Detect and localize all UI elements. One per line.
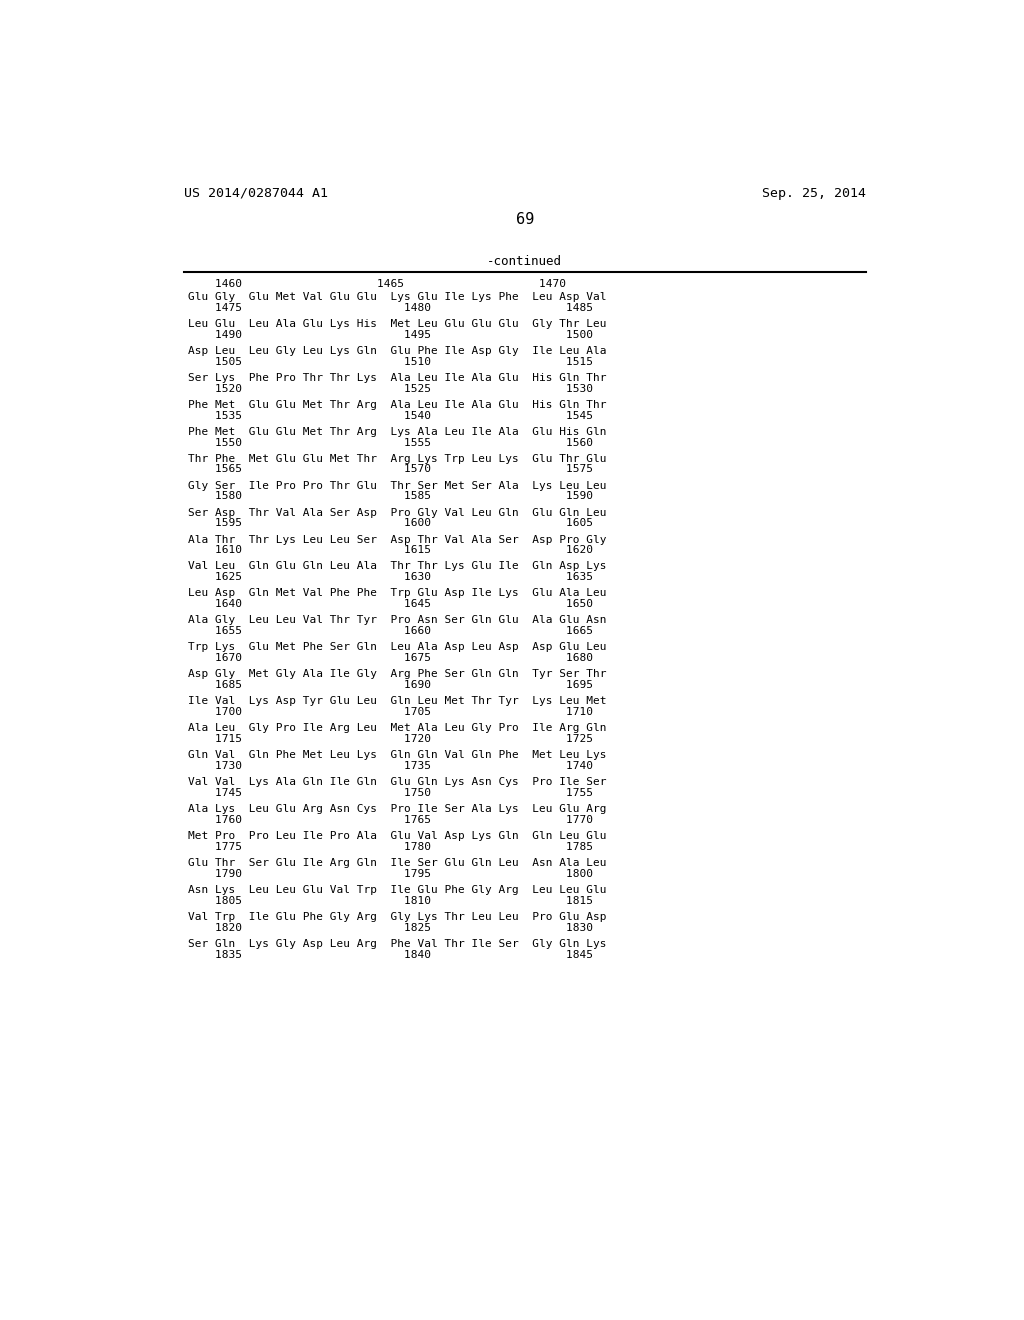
Text: Leu Glu  Leu Ala Glu Lys His  Met Leu Glu Glu Glu  Gly Thr Leu: Leu Glu Leu Ala Glu Lys His Met Leu Glu …	[188, 319, 607, 329]
Text: Ala Leu  Gly Pro Ile Arg Leu  Met Ala Leu Gly Pro  Ile Arg Gln: Ala Leu Gly Pro Ile Arg Leu Met Ala Leu …	[188, 723, 607, 733]
Text: US 2014/0287044 A1: US 2014/0287044 A1	[183, 187, 328, 199]
Text: Sep. 25, 2014: Sep. 25, 2014	[762, 187, 866, 199]
Text: 1745                        1750                    1755: 1745 1750 1755	[188, 788, 594, 797]
Text: 1760                        1765                    1770: 1760 1765 1770	[188, 814, 594, 825]
Text: 1535                        1540                    1545: 1535 1540 1545	[188, 411, 594, 421]
Text: 1775                        1780                    1785: 1775 1780 1785	[188, 842, 594, 851]
Text: 1550                        1555                    1560: 1550 1555 1560	[188, 437, 594, 447]
Text: Val Trp  Ile Glu Phe Gly Arg  Gly Lys Thr Leu Leu  Pro Glu Asp: Val Trp Ile Glu Phe Gly Arg Gly Lys Thr …	[188, 912, 607, 921]
Text: Ala Thr  Thr Lys Leu Leu Ser  Asp Thr Val Ala Ser  Asp Pro Gly: Ala Thr Thr Lys Leu Leu Ser Asp Thr Val …	[188, 535, 607, 545]
Text: Ser Lys  Phe Pro Thr Thr Lys  Ala Leu Ile Ala Glu  His Gln Thr: Ser Lys Phe Pro Thr Thr Lys Ala Leu Ile …	[188, 372, 607, 383]
Text: Trp Lys  Glu Met Phe Ser Gln  Leu Ala Asp Leu Asp  Asp Glu Leu: Trp Lys Glu Met Phe Ser Gln Leu Ala Asp …	[188, 643, 607, 652]
Text: Asp Leu  Leu Gly Leu Lys Gln  Glu Phe Ile Asp Gly  Ile Leu Ala: Asp Leu Leu Gly Leu Lys Gln Glu Phe Ile …	[188, 346, 607, 356]
Text: 1460                    1465                    1470: 1460 1465 1470	[188, 280, 566, 289]
Text: 1625                        1630                    1635: 1625 1630 1635	[188, 573, 594, 582]
Text: 1700                        1705                    1710: 1700 1705 1710	[188, 708, 594, 717]
Text: Thr Phe  Met Glu Glu Met Thr  Arg Lys Trp Leu Lys  Glu Thr Glu: Thr Phe Met Glu Glu Met Thr Arg Lys Trp …	[188, 454, 607, 463]
Text: 1640                        1645                    1650: 1640 1645 1650	[188, 599, 594, 610]
Text: 1805                        1810                    1815: 1805 1810 1815	[188, 896, 594, 906]
Text: 69: 69	[516, 213, 534, 227]
Text: Gly Ser  Ile Pro Pro Thr Glu  Thr Ser Met Ser Ala  Lys Leu Leu: Gly Ser Ile Pro Pro Thr Glu Thr Ser Met …	[188, 480, 607, 491]
Text: Asp Gly  Met Gly Ala Ile Gly  Arg Phe Ser Gln Gln  Tyr Ser Thr: Asp Gly Met Gly Ala Ile Gly Arg Phe Ser …	[188, 669, 607, 680]
Text: Gln Val  Gln Phe Met Leu Lys  Gln Gln Val Gln Phe  Met Leu Lys: Gln Val Gln Phe Met Leu Lys Gln Gln Val …	[188, 750, 607, 760]
Text: Phe Met  Glu Glu Met Thr Arg  Lys Ala Leu Ile Ala  Glu His Gln: Phe Met Glu Glu Met Thr Arg Lys Ala Leu …	[188, 426, 607, 437]
Text: Ala Gly  Leu Leu Val Thr Tyr  Pro Asn Ser Gln Glu  Ala Glu Asn: Ala Gly Leu Leu Val Thr Tyr Pro Asn Ser …	[188, 615, 607, 626]
Text: Leu Asp  Gln Met Val Phe Phe  Trp Glu Asp Ile Lys  Glu Ala Leu: Leu Asp Gln Met Val Phe Phe Trp Glu Asp …	[188, 589, 607, 598]
Text: 1520                        1525                    1530: 1520 1525 1530	[188, 384, 594, 393]
Text: Ala Lys  Leu Glu Arg Asn Cys  Pro Ile Ser Ala Lys  Leu Glu Arg: Ala Lys Leu Glu Arg Asn Cys Pro Ile Ser …	[188, 804, 607, 814]
Text: Phe Met  Glu Glu Met Thr Arg  Ala Leu Ile Ala Glu  His Gln Thr: Phe Met Glu Glu Met Thr Arg Ala Leu Ile …	[188, 400, 607, 409]
Text: 1610                        1615                    1620: 1610 1615 1620	[188, 545, 594, 556]
Text: Asn Lys  Leu Leu Glu Val Trp  Ile Glu Phe Gly Arg  Leu Leu Glu: Asn Lys Leu Leu Glu Val Trp Ile Glu Phe …	[188, 884, 607, 895]
Text: 1715                        1720                    1725: 1715 1720 1725	[188, 734, 594, 744]
Text: 1505                        1510                    1515: 1505 1510 1515	[188, 356, 594, 367]
Text: 1595                        1600                    1605: 1595 1600 1605	[188, 519, 594, 528]
Text: 1835                        1840                    1845: 1835 1840 1845	[188, 949, 594, 960]
Text: 1820                        1825                    1830: 1820 1825 1830	[188, 923, 594, 933]
Text: Glu Gly  Glu Met Val Glu Glu  Lys Glu Ile Lys Phe  Leu Asp Val: Glu Gly Glu Met Val Glu Glu Lys Glu Ile …	[188, 292, 607, 302]
Text: Ile Val  Lys Asp Tyr Glu Leu  Gln Leu Met Thr Tyr  Lys Leu Met: Ile Val Lys Asp Tyr Glu Leu Gln Leu Met …	[188, 696, 607, 706]
Text: Ser Asp  Thr Val Ala Ser Asp  Pro Gly Val Leu Gln  Glu Gln Leu: Ser Asp Thr Val Ala Ser Asp Pro Gly Val …	[188, 508, 607, 517]
Text: Ser Gln  Lys Gly Asp Leu Arg  Phe Val Thr Ile Ser  Gly Gln Lys: Ser Gln Lys Gly Asp Leu Arg Phe Val Thr …	[188, 939, 607, 949]
Text: Val Val  Lys Ala Gln Ile Gln  Glu Gln Lys Asn Cys  Pro Ile Ser: Val Val Lys Ala Gln Ile Gln Glu Gln Lys …	[188, 777, 607, 787]
Text: Glu Thr  Ser Glu Ile Arg Gln  Ile Ser Glu Gln Leu  Asn Ala Leu: Glu Thr Ser Glu Ile Arg Gln Ile Ser Glu …	[188, 858, 607, 869]
Text: 1730                        1735                    1740: 1730 1735 1740	[188, 760, 594, 771]
Text: Met Pro  Pro Leu Ile Pro Ala  Glu Val Asp Lys Gln  Gln Leu Glu: Met Pro Pro Leu Ile Pro Ala Glu Val Asp …	[188, 832, 607, 841]
Text: 1685                        1690                    1695: 1685 1690 1695	[188, 680, 594, 690]
Text: 1565                        1570                    1575: 1565 1570 1575	[188, 465, 594, 474]
Text: 1490                        1495                    1500: 1490 1495 1500	[188, 330, 594, 339]
Text: 1655                        1660                    1665: 1655 1660 1665	[188, 626, 594, 636]
Text: 1790                        1795                    1800: 1790 1795 1800	[188, 869, 594, 879]
Text: 1475                        1480                    1485: 1475 1480 1485	[188, 302, 594, 313]
Text: 1670                        1675                    1680: 1670 1675 1680	[188, 653, 594, 663]
Text: Val Leu  Gln Glu Gln Leu Ala  Thr Thr Lys Glu Ile  Gln Asp Lys: Val Leu Gln Glu Gln Leu Ala Thr Thr Lys …	[188, 561, 607, 572]
Text: -continued: -continued	[487, 255, 562, 268]
Text: 1580                        1585                    1590: 1580 1585 1590	[188, 491, 594, 502]
